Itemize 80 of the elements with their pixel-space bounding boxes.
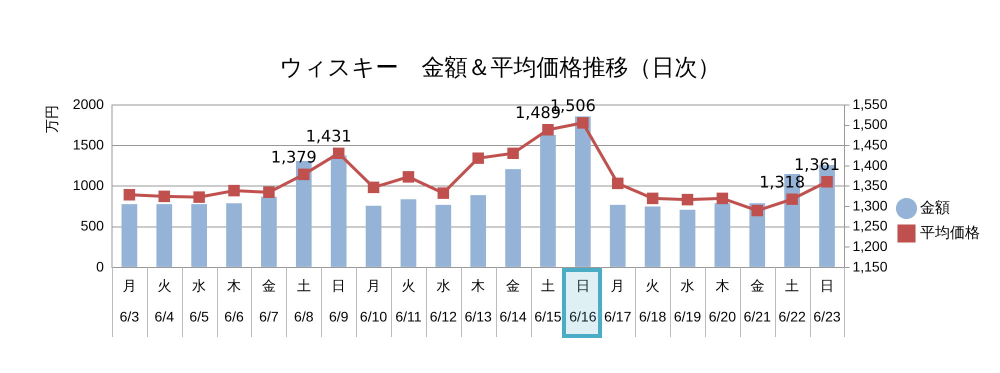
y2-tick-label: 1,350 bbox=[852, 177, 888, 194]
x-tick-label: 木 6/13 bbox=[464, 278, 492, 324]
point bbox=[263, 186, 275, 198]
y-tick-label: 500 bbox=[80, 218, 104, 234]
y2-tick-label: 1,550 bbox=[852, 96, 888, 112]
data-label: 1,361 bbox=[794, 154, 840, 174]
point bbox=[577, 117, 589, 129]
point bbox=[716, 192, 728, 204]
point bbox=[821, 176, 833, 188]
y2-tick-label: 1,250 bbox=[852, 218, 888, 234]
bar bbox=[156, 204, 172, 267]
y2-tick-label: 1,150 bbox=[852, 258, 888, 274]
bar bbox=[435, 204, 452, 267]
point bbox=[752, 204, 764, 216]
bar bbox=[330, 155, 347, 267]
x-tick-label: 土 6/8 bbox=[294, 278, 314, 324]
point bbox=[612, 178, 624, 190]
x-tick-label: 水 6/12 bbox=[430, 278, 458, 324]
x-tick-label: 金 6/21 bbox=[744, 278, 772, 324]
point bbox=[298, 168, 310, 180]
bar bbox=[122, 204, 138, 267]
bar bbox=[680, 210, 696, 267]
legend-label: 金額 bbox=[920, 200, 950, 217]
bar bbox=[470, 195, 486, 267]
y2-tick-label: 1,200 bbox=[852, 238, 888, 254]
x-tick-label: 日 6/16 bbox=[569, 278, 597, 324]
x-tick-label: 日 6/23 bbox=[813, 278, 841, 324]
chart-title: ウィスキー 金額＆平均価格推移（日次） bbox=[278, 54, 722, 83]
bar bbox=[540, 135, 556, 267]
x-tick-label: 月 6/17 bbox=[604, 278, 632, 324]
data-label: 1,379 bbox=[270, 148, 317, 167]
bar bbox=[644, 206, 660, 267]
bar bbox=[400, 199, 416, 267]
point bbox=[472, 152, 484, 164]
point bbox=[368, 182, 380, 194]
x-tick-label: 水 6/5 bbox=[189, 278, 210, 324]
x-tick-label: 火 6/11 bbox=[395, 278, 422, 324]
y-tick-label: 1500 bbox=[72, 136, 104, 152]
x-tick-label: 水 6/19 bbox=[674, 278, 702, 324]
point bbox=[682, 194, 694, 206]
bar bbox=[366, 206, 382, 267]
point bbox=[332, 148, 344, 160]
x-tick-label: 土 6/22 bbox=[778, 278, 806, 324]
bar bbox=[610, 204, 626, 267]
y2-tick-label: 1,400 bbox=[852, 156, 888, 173]
bar bbox=[505, 169, 521, 267]
y2-tick-label: 1,450 bbox=[852, 136, 888, 152]
y2-tick-label: 1,500 bbox=[852, 116, 888, 132]
point bbox=[158, 190, 170, 202]
point bbox=[507, 148, 519, 160]
point bbox=[124, 188, 136, 200]
x-tick-label: 木 6/20 bbox=[708, 278, 736, 324]
point bbox=[542, 124, 554, 136]
x-tick-label: 土 6/15 bbox=[534, 278, 562, 324]
y-tick-label: 2000 bbox=[72, 96, 104, 112]
point bbox=[228, 184, 240, 196]
x-tick-label: 月 6/10 bbox=[360, 278, 388, 324]
x-tick-label: 火 6/18 bbox=[638, 278, 666, 324]
bar bbox=[226, 203, 242, 267]
x-tick-label: 金 6/7 bbox=[259, 278, 279, 324]
x-tick-label: 金 6/14 bbox=[499, 278, 527, 324]
point bbox=[402, 171, 414, 183]
point bbox=[193, 191, 205, 203]
bar bbox=[191, 204, 207, 267]
y-tick-label: 0 bbox=[96, 258, 104, 274]
point bbox=[646, 192, 658, 204]
x-tick-label: 月 6/3 bbox=[120, 278, 140, 324]
x-tick-label: 日 6/9 bbox=[328, 278, 349, 324]
x-tick-label: 木 6/6 bbox=[224, 278, 244, 324]
x-tick-label: 火 6/4 bbox=[154, 278, 174, 324]
legend-label: 平均価格 bbox=[920, 224, 980, 242]
y-tick-label: 1000 bbox=[72, 177, 104, 194]
point bbox=[438, 187, 450, 199]
data-label: 1,431 bbox=[306, 126, 352, 146]
y-axis-title: 万円 bbox=[43, 105, 60, 133]
point bbox=[786, 193, 798, 205]
y2-tick-label: 1,300 bbox=[852, 197, 888, 214]
data-label: 1,318 bbox=[759, 172, 806, 192]
bar bbox=[261, 196, 277, 267]
bar bbox=[714, 203, 730, 267]
